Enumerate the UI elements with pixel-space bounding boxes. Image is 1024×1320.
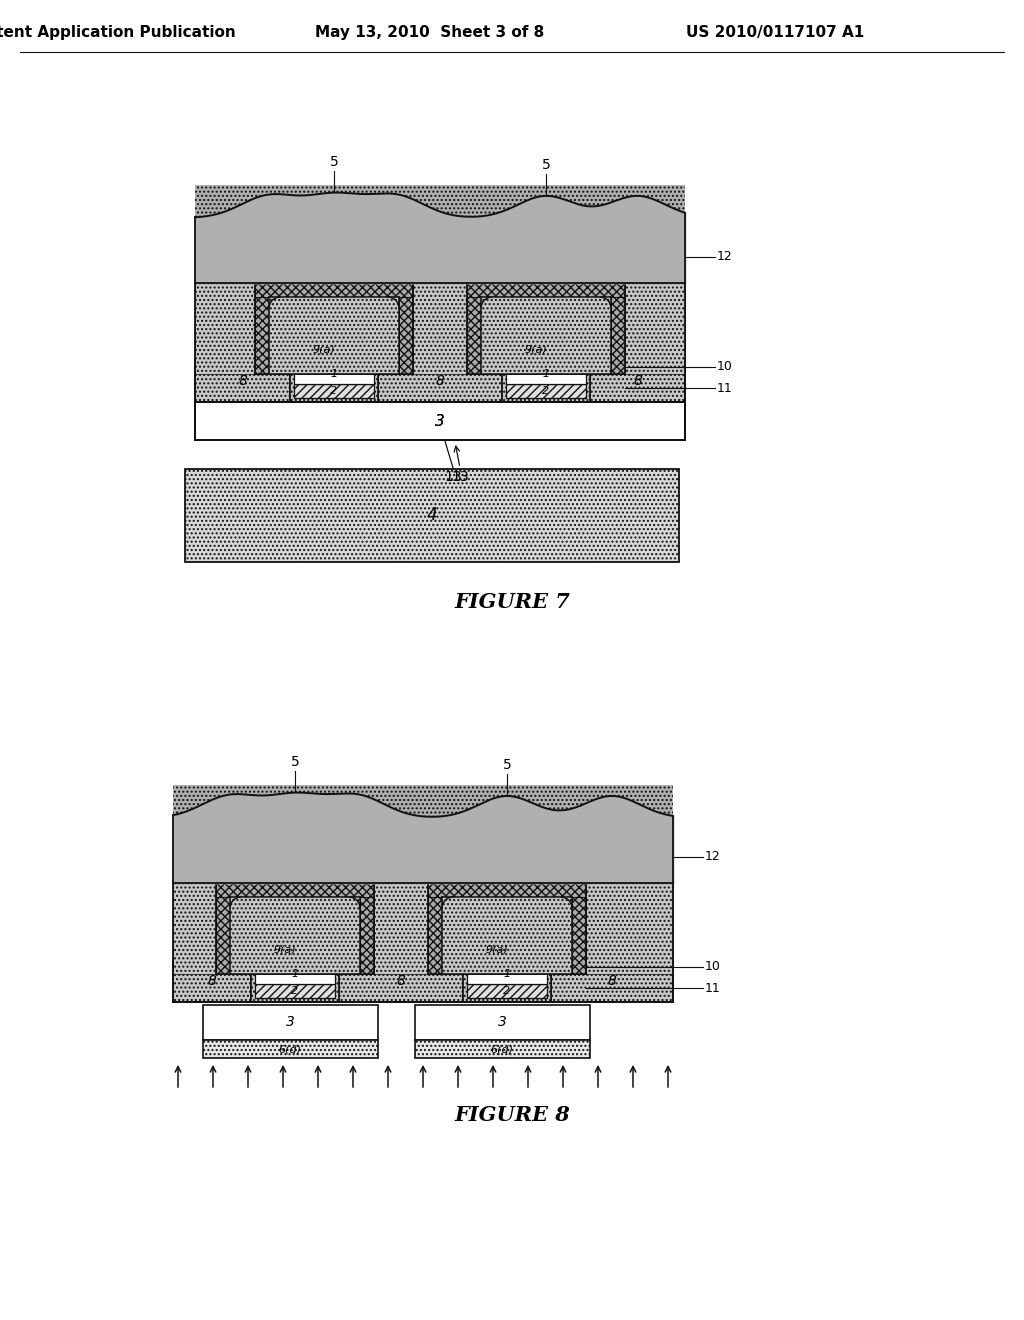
Bar xyxy=(428,883,586,898)
Polygon shape xyxy=(173,792,673,883)
Bar xyxy=(467,282,625,297)
Bar xyxy=(413,282,467,374)
Text: 8: 8 xyxy=(607,974,616,987)
Bar xyxy=(269,297,399,374)
Text: 4: 4 xyxy=(427,507,437,524)
Text: 1: 1 xyxy=(504,969,511,979)
Text: US 2010/0117107 A1: US 2010/0117107 A1 xyxy=(686,25,864,40)
Polygon shape xyxy=(195,193,685,282)
Bar xyxy=(203,1040,378,1059)
Bar xyxy=(216,883,230,974)
Bar xyxy=(428,883,442,974)
Text: 8: 8 xyxy=(396,974,406,987)
Bar xyxy=(611,282,625,374)
Bar xyxy=(195,185,685,282)
Text: 3: 3 xyxy=(286,1015,295,1030)
Text: 13: 13 xyxy=(452,470,469,484)
Text: 11: 11 xyxy=(717,381,733,395)
Bar xyxy=(481,297,611,374)
Text: 6(d): 6(d) xyxy=(279,1044,301,1053)
Text: 5: 5 xyxy=(503,758,511,772)
Text: 9(a): 9(a) xyxy=(312,345,336,355)
Text: 12: 12 xyxy=(705,850,721,863)
Text: 8: 8 xyxy=(435,374,444,388)
Bar xyxy=(586,883,673,974)
Text: FIGURE 8: FIGURE 8 xyxy=(454,1105,570,1125)
Bar xyxy=(173,883,216,974)
Bar xyxy=(467,360,625,374)
Bar xyxy=(415,1005,590,1040)
Text: 8: 8 xyxy=(633,374,642,388)
Bar xyxy=(399,282,413,374)
Bar xyxy=(255,282,413,297)
Bar xyxy=(255,282,269,374)
Bar xyxy=(195,403,685,440)
Bar xyxy=(195,403,685,440)
Polygon shape xyxy=(195,193,685,282)
Text: 9(a): 9(a) xyxy=(524,345,548,355)
Text: 2: 2 xyxy=(331,385,338,396)
Bar xyxy=(230,898,360,974)
Text: 2: 2 xyxy=(292,986,299,997)
Bar xyxy=(506,364,586,384)
Bar xyxy=(294,384,374,399)
Polygon shape xyxy=(173,792,673,883)
Bar xyxy=(378,360,502,403)
Text: 1: 1 xyxy=(292,969,299,979)
Bar xyxy=(506,384,586,399)
Text: 8: 8 xyxy=(208,974,216,987)
Text: 8: 8 xyxy=(238,374,247,388)
Text: 5: 5 xyxy=(542,158,550,172)
Text: 2: 2 xyxy=(504,986,511,997)
Bar xyxy=(195,360,290,403)
Text: 12: 12 xyxy=(717,251,733,264)
Bar xyxy=(173,785,673,883)
Bar xyxy=(185,469,679,562)
Text: 3: 3 xyxy=(498,1015,507,1030)
Bar xyxy=(374,883,428,974)
Bar xyxy=(415,1040,590,1059)
Bar xyxy=(467,282,481,374)
Bar xyxy=(572,883,586,974)
Bar xyxy=(463,898,551,1002)
Text: 3: 3 xyxy=(435,413,444,429)
Text: 9(a): 9(a) xyxy=(273,945,296,954)
Bar xyxy=(442,898,572,974)
Bar xyxy=(467,983,547,998)
Bar xyxy=(360,883,374,974)
Text: 9(a): 9(a) xyxy=(485,945,508,954)
Bar xyxy=(551,960,673,1002)
Text: May 13, 2010  Sheet 3 of 8: May 13, 2010 Sheet 3 of 8 xyxy=(315,25,545,40)
Bar xyxy=(339,960,463,1002)
Text: 10: 10 xyxy=(705,961,721,974)
Bar xyxy=(428,960,586,974)
Bar xyxy=(467,964,547,983)
Text: 5: 5 xyxy=(291,755,299,768)
Bar xyxy=(255,360,413,374)
Bar xyxy=(255,983,335,998)
Text: 5: 5 xyxy=(330,154,338,169)
Bar xyxy=(203,1005,378,1040)
Text: 1: 1 xyxy=(331,370,338,379)
Text: 6(d): 6(d) xyxy=(490,1044,513,1053)
Text: 1: 1 xyxy=(543,370,550,379)
Bar xyxy=(216,960,374,974)
Bar xyxy=(294,364,374,384)
Text: FIGURE 7: FIGURE 7 xyxy=(454,591,570,612)
Bar xyxy=(590,360,685,403)
Bar xyxy=(502,297,590,403)
Text: 11: 11 xyxy=(705,982,721,994)
Bar xyxy=(290,297,378,403)
Text: 2: 2 xyxy=(543,385,550,396)
Bar xyxy=(216,883,374,898)
Text: 13: 13 xyxy=(444,470,462,484)
Bar xyxy=(251,898,339,1002)
Bar xyxy=(625,282,685,374)
Bar xyxy=(255,964,335,983)
Bar xyxy=(195,282,255,374)
Text: 10: 10 xyxy=(717,360,733,374)
Text: Patent Application Publication: Patent Application Publication xyxy=(0,25,236,40)
Bar xyxy=(173,960,251,1002)
Text: 3: 3 xyxy=(435,413,444,429)
